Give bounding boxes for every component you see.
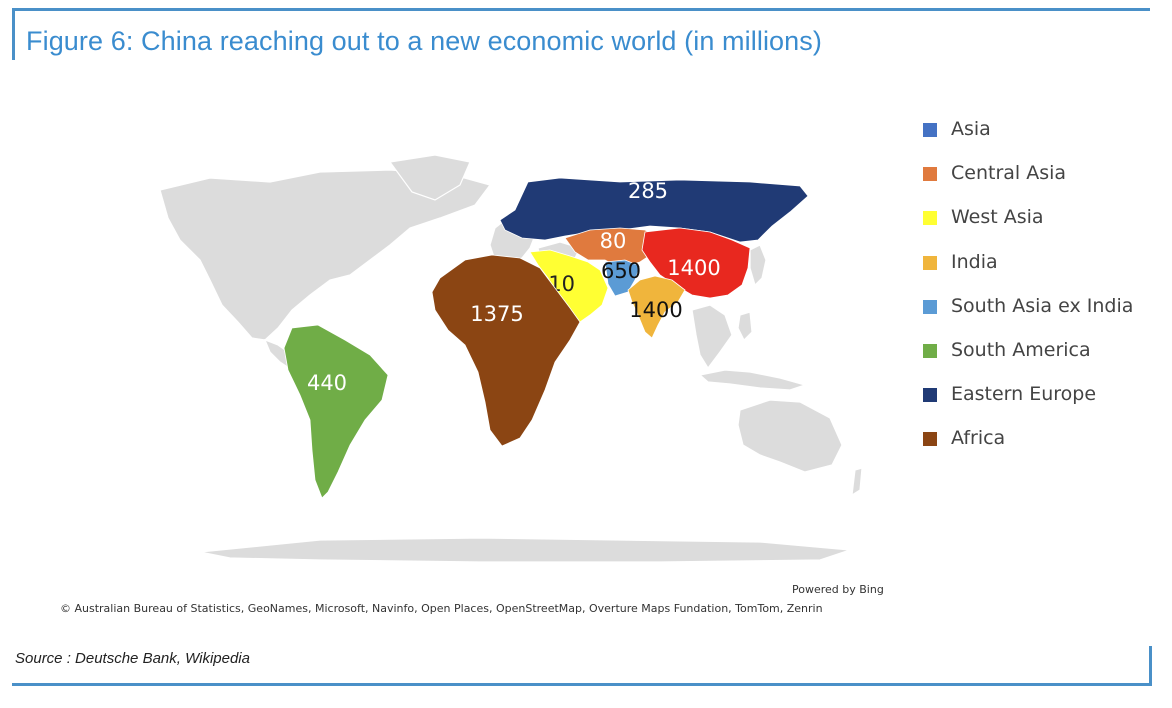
new-zealand-shape	[851, 467, 863, 497]
legend-swatch	[923, 123, 937, 137]
legend-label: West Asia	[951, 206, 1044, 229]
region-south-america	[283, 324, 389, 499]
legend-item: Eastern Europe	[923, 383, 1163, 427]
legend-swatch	[923, 388, 937, 403]
world-map: 285 80 1400 310 650 1400 1375 440	[60, 100, 900, 600]
antarctica-shape	[199, 537, 851, 563]
legend-item: Asia	[923, 118, 1163, 162]
value-south-asia-ex-india: 650	[601, 259, 641, 283]
value-south-america: 440	[307, 371, 347, 395]
legend-label: Asia	[951, 118, 991, 140]
value-india: 1400	[629, 298, 682, 322]
region-south-asia-ex-india	[604, 259, 641, 297]
legend-item: Central Asia	[923, 162, 1163, 206]
value-central-asia: 80	[600, 229, 627, 253]
bottom-rule	[12, 683, 1152, 686]
region-africa	[431, 254, 581, 447]
japan-korea-shape	[749, 244, 767, 287]
right-rule	[1149, 646, 1152, 686]
region-india	[627, 275, 686, 339]
legend-item: South Asia ex India	[923, 295, 1163, 339]
source-note: Source : Deutsche Bank, Wikipedia	[15, 650, 250, 667]
legend-swatch	[923, 343, 937, 358]
philippines-shape	[737, 311, 753, 342]
legend-label: India	[951, 250, 998, 273]
legend-swatch	[923, 255, 937, 270]
figure-title: Figure 6: China reaching out to a new ec…	[26, 26, 822, 56]
legend-swatch	[923, 299, 937, 314]
value-eastern-europe: 285	[628, 179, 668, 203]
legend-item: India	[923, 251, 1163, 295]
legend-item: South America	[923, 339, 1163, 383]
left-rule	[12, 8, 15, 60]
legend-label: South Asia ex India	[951, 294, 1134, 317]
legend-item: West Asia	[923, 206, 1163, 250]
legend-label: Africa	[951, 427, 1006, 450]
legend-label: South America	[951, 338, 1091, 361]
map-attribution: © Australian Bureau of Statistics, GeoNa…	[60, 602, 823, 615]
top-rule	[12, 8, 1150, 11]
legend-swatch	[923, 432, 937, 447]
legend-label: Eastern Europe	[951, 383, 1097, 406]
unhighlighted-countries	[159, 154, 863, 563]
legend-swatch	[923, 211, 937, 226]
australia-shape	[737, 399, 843, 473]
legend-swatch	[923, 167, 937, 182]
legend-label: Central Asia	[951, 162, 1067, 185]
value-china: 1400	[667, 256, 720, 280]
indonesia-shape	[698, 369, 808, 391]
value-africa: 1375	[470, 302, 523, 326]
legend-item: Africa	[923, 427, 1163, 471]
map-legend: Asia Central Asia West Asia India South Asia…	[923, 118, 1163, 472]
greenland-shape	[388, 154, 471, 201]
southeast-asia-shape	[691, 304, 733, 370]
powered-by-bing: Powered by Bing	[792, 583, 884, 596]
